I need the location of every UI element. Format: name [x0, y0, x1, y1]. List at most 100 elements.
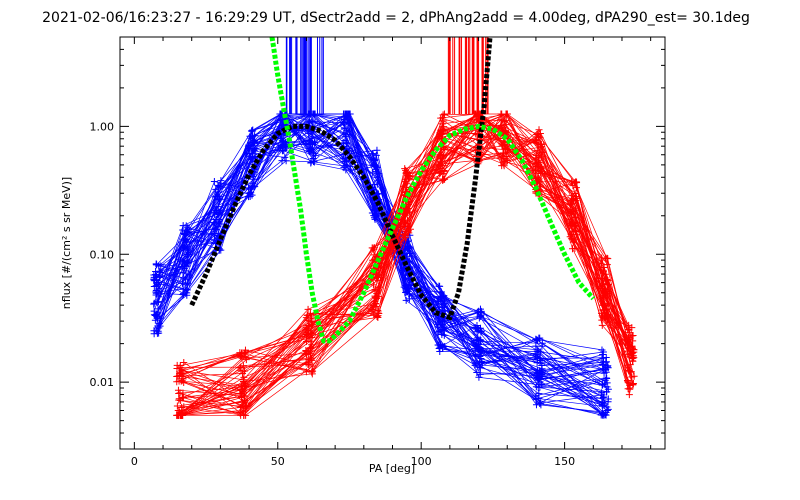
blue-marker [211, 231, 219, 239]
red-marker [307, 321, 315, 329]
blue-marker [181, 237, 189, 245]
blue-marker [154, 288, 162, 296]
blue-marker [154, 327, 162, 335]
blue-marker [155, 285, 163, 293]
red-marker [533, 147, 541, 155]
red-marker [302, 368, 310, 376]
blue-marker [475, 373, 483, 381]
red-marker [602, 305, 610, 313]
blue-marker [473, 309, 481, 317]
blue-marker [281, 143, 289, 151]
red-marker [624, 336, 632, 344]
red-marker [371, 286, 379, 294]
red-marker [625, 391, 633, 399]
blue-marker [600, 369, 608, 377]
red-marker [572, 178, 580, 186]
red-marker [239, 385, 247, 393]
red-marker [437, 114, 445, 122]
red-marker [241, 367, 249, 375]
red-marker [404, 227, 412, 235]
red-marker [375, 283, 383, 291]
red-marker [497, 121, 505, 129]
blue-marker [247, 142, 255, 150]
blue-marker [474, 336, 482, 344]
blue-marker [180, 262, 188, 270]
blue-marker [476, 364, 484, 372]
red-marker [405, 208, 413, 216]
blue-marker [372, 151, 380, 159]
red-marker [436, 158, 444, 166]
blue-marker [250, 136, 258, 144]
blue-marker [532, 401, 540, 409]
red-marker [175, 389, 183, 397]
red-marker [628, 332, 636, 340]
blue-marker [182, 285, 190, 293]
red-marker [537, 169, 545, 177]
red-marker [624, 379, 632, 387]
red-marker [603, 276, 611, 284]
x-tick-label: 50 [271, 455, 285, 468]
red-marker [238, 354, 246, 362]
red-marker [369, 306, 377, 314]
red-marker [597, 260, 605, 268]
blue-marker [405, 295, 413, 303]
blue-marker [532, 342, 540, 350]
red-marker [537, 182, 545, 190]
red-marker [497, 154, 505, 162]
red-marker [502, 121, 510, 129]
blue-marker [478, 359, 486, 367]
red-marker [401, 165, 409, 173]
blue-marker [184, 279, 192, 287]
red-marker [602, 277, 610, 285]
chart-title: 2021-02-06/16:23:27 - 16:29:29 UT, dSect… [42, 10, 750, 26]
red-profile-line [181, 126, 630, 381]
blue-marker [179, 246, 187, 254]
red-marker [404, 200, 412, 208]
red-marker [302, 359, 310, 367]
blue-marker [278, 116, 286, 124]
plot-marks [150, 37, 638, 419]
blue-marker [155, 273, 163, 281]
blue-marker [278, 137, 286, 145]
blue-marker [214, 203, 222, 211]
red-marker [572, 204, 580, 212]
red-marker [441, 175, 449, 183]
red-marker [401, 216, 409, 224]
blue-marker [477, 324, 485, 332]
red-marker [400, 210, 408, 218]
red-marker [236, 364, 244, 372]
blue-marker [369, 156, 377, 164]
red-profile-line [180, 113, 634, 393]
blue-marker [210, 208, 218, 216]
blue-marker [154, 305, 162, 313]
blue-marker [250, 145, 258, 153]
blue-marker [598, 411, 606, 419]
red-marker [370, 301, 378, 309]
y-tick-label: 1.00 [90, 120, 115, 133]
red-marker [308, 333, 316, 341]
x-axis-label: PA [deg] [369, 462, 415, 475]
blue-marker [533, 347, 541, 355]
red-marker [629, 381, 637, 389]
red-marker [236, 403, 244, 411]
red-marker [374, 273, 382, 281]
red-marker [533, 136, 541, 144]
blue-marker [476, 370, 484, 378]
red-marker [602, 312, 610, 320]
blue-marker [310, 158, 318, 165]
red-marker [236, 409, 244, 417]
blue-marker [343, 157, 351, 165]
red-marker [601, 302, 609, 310]
red-marker [599, 268, 607, 276]
blue-marker [535, 375, 543, 383]
blue-marker [477, 327, 485, 335]
blue-marker [156, 322, 164, 330]
red-marker [627, 368, 635, 376]
blue-marker [434, 328, 442, 336]
red-marker [439, 127, 447, 135]
red-marker [600, 288, 608, 296]
red-marker [373, 312, 381, 320]
red-marker [604, 292, 612, 300]
red-marker [626, 361, 634, 369]
red-marker [532, 138, 540, 146]
